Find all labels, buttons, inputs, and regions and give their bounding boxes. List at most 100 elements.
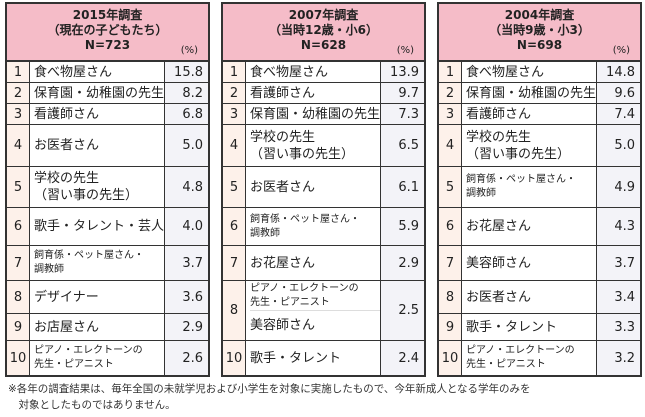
occupation-label: ピアノ・エレクトーンの 先生・ピアニスト [462, 341, 597, 375]
survey-group: （当時9歳・小3） [489, 23, 590, 37]
table-row: 2 看護師さん 9.7 [223, 83, 424, 104]
table-row: 5 お医者さん 6.1 [223, 167, 424, 208]
occupation-label: ピアノ・エレクトーンの 先生・ピアニスト [30, 341, 165, 375]
rank: 4 [7, 125, 30, 166]
occupation-line: 看護師さん [34, 106, 100, 122]
survey-group: （現在の子どもたち） [47, 23, 168, 37]
rank: 8 [223, 281, 246, 340]
percentage: 6.8 [165, 104, 208, 124]
occupation-label: 学校の先生 （習い事の先生） [30, 167, 165, 207]
table-row: 6 お花屋さん 4.3 [439, 208, 640, 246]
sample-size: N=723 [84, 38, 131, 52]
occupation-label: お医者さん [462, 281, 597, 313]
percentage: 5.9 [381, 208, 424, 245]
survey-year: 2004年調査 [504, 8, 575, 22]
table-header: 2004年調査 （当時9歳・小3） N=698 (%) [439, 4, 640, 62]
occupation-label: 学校の先生 （習い事の先生） [462, 125, 597, 166]
unit-label: (%) [180, 45, 198, 56]
occupation-line: 看護師さん [466, 106, 532, 122]
percentage: 6.1 [381, 167, 424, 207]
table-row: 10 ピアノ・エレクトーンの 先生・ピアニスト 2.6 [7, 341, 208, 375]
table-row: 7 美容師さん 3.7 [439, 246, 640, 281]
occupation-label: 看護師さん [462, 104, 597, 124]
rank: 6 [223, 208, 246, 245]
rank: 6 [7, 208, 30, 245]
rank: 10 [439, 341, 462, 375]
occupation-line: 保育園・幼稚園の先生 [466, 85, 597, 101]
occupation-label: お花屋さん [462, 208, 597, 245]
occupation-line: 学校の先生 [250, 129, 316, 145]
occupation-label: デザイナー [30, 281, 165, 313]
occupation-line: （習い事の先生） [466, 146, 571, 162]
rank: 8 [7, 281, 30, 313]
rank: 1 [223, 62, 246, 82]
occupation-line: 学校の先生 [466, 129, 532, 145]
rank: 10 [223, 341, 246, 375]
rank: 9 [439, 314, 462, 340]
rank: 4 [223, 125, 246, 166]
percentage: 4.0 [165, 208, 208, 245]
occupation-line: （習い事の先生） [250, 146, 355, 162]
occupation-line: 食べ物屋さん [466, 64, 545, 80]
occupation-label: 食べ物屋さん [246, 62, 381, 82]
occupation-label: お店屋さん [30, 314, 165, 340]
occupation-label: 美容師さん [462, 246, 597, 280]
percentage: 2.4 [381, 341, 424, 375]
occupation-label: 保育園・幼稚園の先生 [30, 83, 165, 103]
survey-group: （当時12歳・小6） [268, 23, 379, 37]
occupation-label: 看護師さん [30, 104, 165, 124]
occupation-line: ピアノ・エレクトーンの [250, 282, 359, 294]
table-row: 4 学校の先生 （習い事の先生） 5.0 [439, 125, 640, 167]
rank: 4 [439, 125, 462, 166]
table-row: 2 保育園・幼稚園の先生 9.6 [439, 83, 640, 104]
percentage: 2.9 [165, 314, 208, 340]
occupation-line: （習い事の先生） [34, 188, 139, 203]
table-row: 3 看護師さん 6.8 [7, 104, 208, 125]
percentage: 3.3 [597, 314, 640, 340]
occupation-label: ピアノ・エレクトーンの 先生・ピアニスト 美容師さん [246, 281, 381, 340]
occupation-line: ピアノ・エレクトーンの [466, 345, 575, 356]
occupation-label: 食べ物屋さん [462, 62, 597, 82]
rank: 8 [439, 281, 462, 313]
occupation-line: 歌手・タレント・芸人 [34, 219, 165, 234]
sample-size: N=698 [516, 38, 563, 52]
footnote-line-2: 対象としたものではありません。 [8, 399, 176, 411]
survey-year: 2007年調査 [288, 8, 359, 22]
occupation-line: ピアノ・エレクトーンの [34, 345, 143, 356]
table-row: 6 飼育係・ペット屋さん・ 調教師 5.9 [223, 208, 424, 246]
table-2004: 2004年調査 （当時9歳・小3） N=698 (%) 1 食べ物屋さん 14.8… [437, 2, 642, 377]
percentage: 3.6 [165, 281, 208, 313]
occupation-line: 歌手・タレント [250, 350, 342, 366]
occupation-line: 美容師さん [250, 318, 316, 333]
table-row: 7 飼育係・ペット屋さん・ 調教師 3.7 [7, 246, 208, 281]
occupation-label: 歌手・タレント [462, 314, 597, 340]
occupation-line: 学校の先生 [34, 171, 100, 186]
occupation-line: 先生・ピアニスト [34, 359, 114, 370]
rank: 3 [223, 104, 246, 124]
table-2015: 2015年調査 （現在の子どもたち） N=723 (%) 1 食べ物屋さん 15.… [5, 2, 210, 377]
occupation-label: 歌手・タレント・芸人 [30, 208, 165, 245]
table-row: 9 歌手・タレント 3.3 [439, 314, 640, 341]
occupation-line: 保育園・幼稚園の先生 [250, 106, 381, 122]
occupation-label: 学校の先生 （習い事の先生） [246, 125, 381, 166]
occupation-label: 歌手・タレント [246, 341, 381, 375]
occupation-line: お花屋さん [250, 255, 316, 271]
percentage: 4.3 [597, 208, 640, 245]
table-row: 8 お医者さん 3.4 [439, 281, 640, 314]
rank: 5 [223, 167, 246, 207]
occupation-line: 看護師さん [250, 85, 316, 101]
rank: 2 [439, 83, 462, 103]
table-row: 10 ピアノ・エレクトーンの 先生・ピアニスト 3.2 [439, 341, 640, 375]
percentage: 2.6 [165, 341, 208, 375]
occupation-line: 先生・ピアニスト [466, 359, 546, 370]
occupation-label: お花屋さん [246, 246, 381, 280]
footnote-line-1: ※各年の調査結果は、毎年全国の未就学児および小学生を対象に実施したもので、今年新… [8, 383, 531, 395]
table-row: 5 学校の先生 （習い事の先生） 4.8 [7, 167, 208, 208]
occupation-label: 飼育係・ペット屋さん・ 調教師 [246, 208, 381, 245]
rank: 2 [7, 83, 30, 103]
percentage: 2.9 [381, 246, 424, 280]
occupation-line: 調教師 [34, 264, 64, 275]
sample-size: N=628 [300, 38, 347, 52]
occupation-line: デザイナー [34, 289, 99, 305]
table-row: 5 飼育係・ペット屋さん・ 調教師 4.9 [439, 167, 640, 208]
